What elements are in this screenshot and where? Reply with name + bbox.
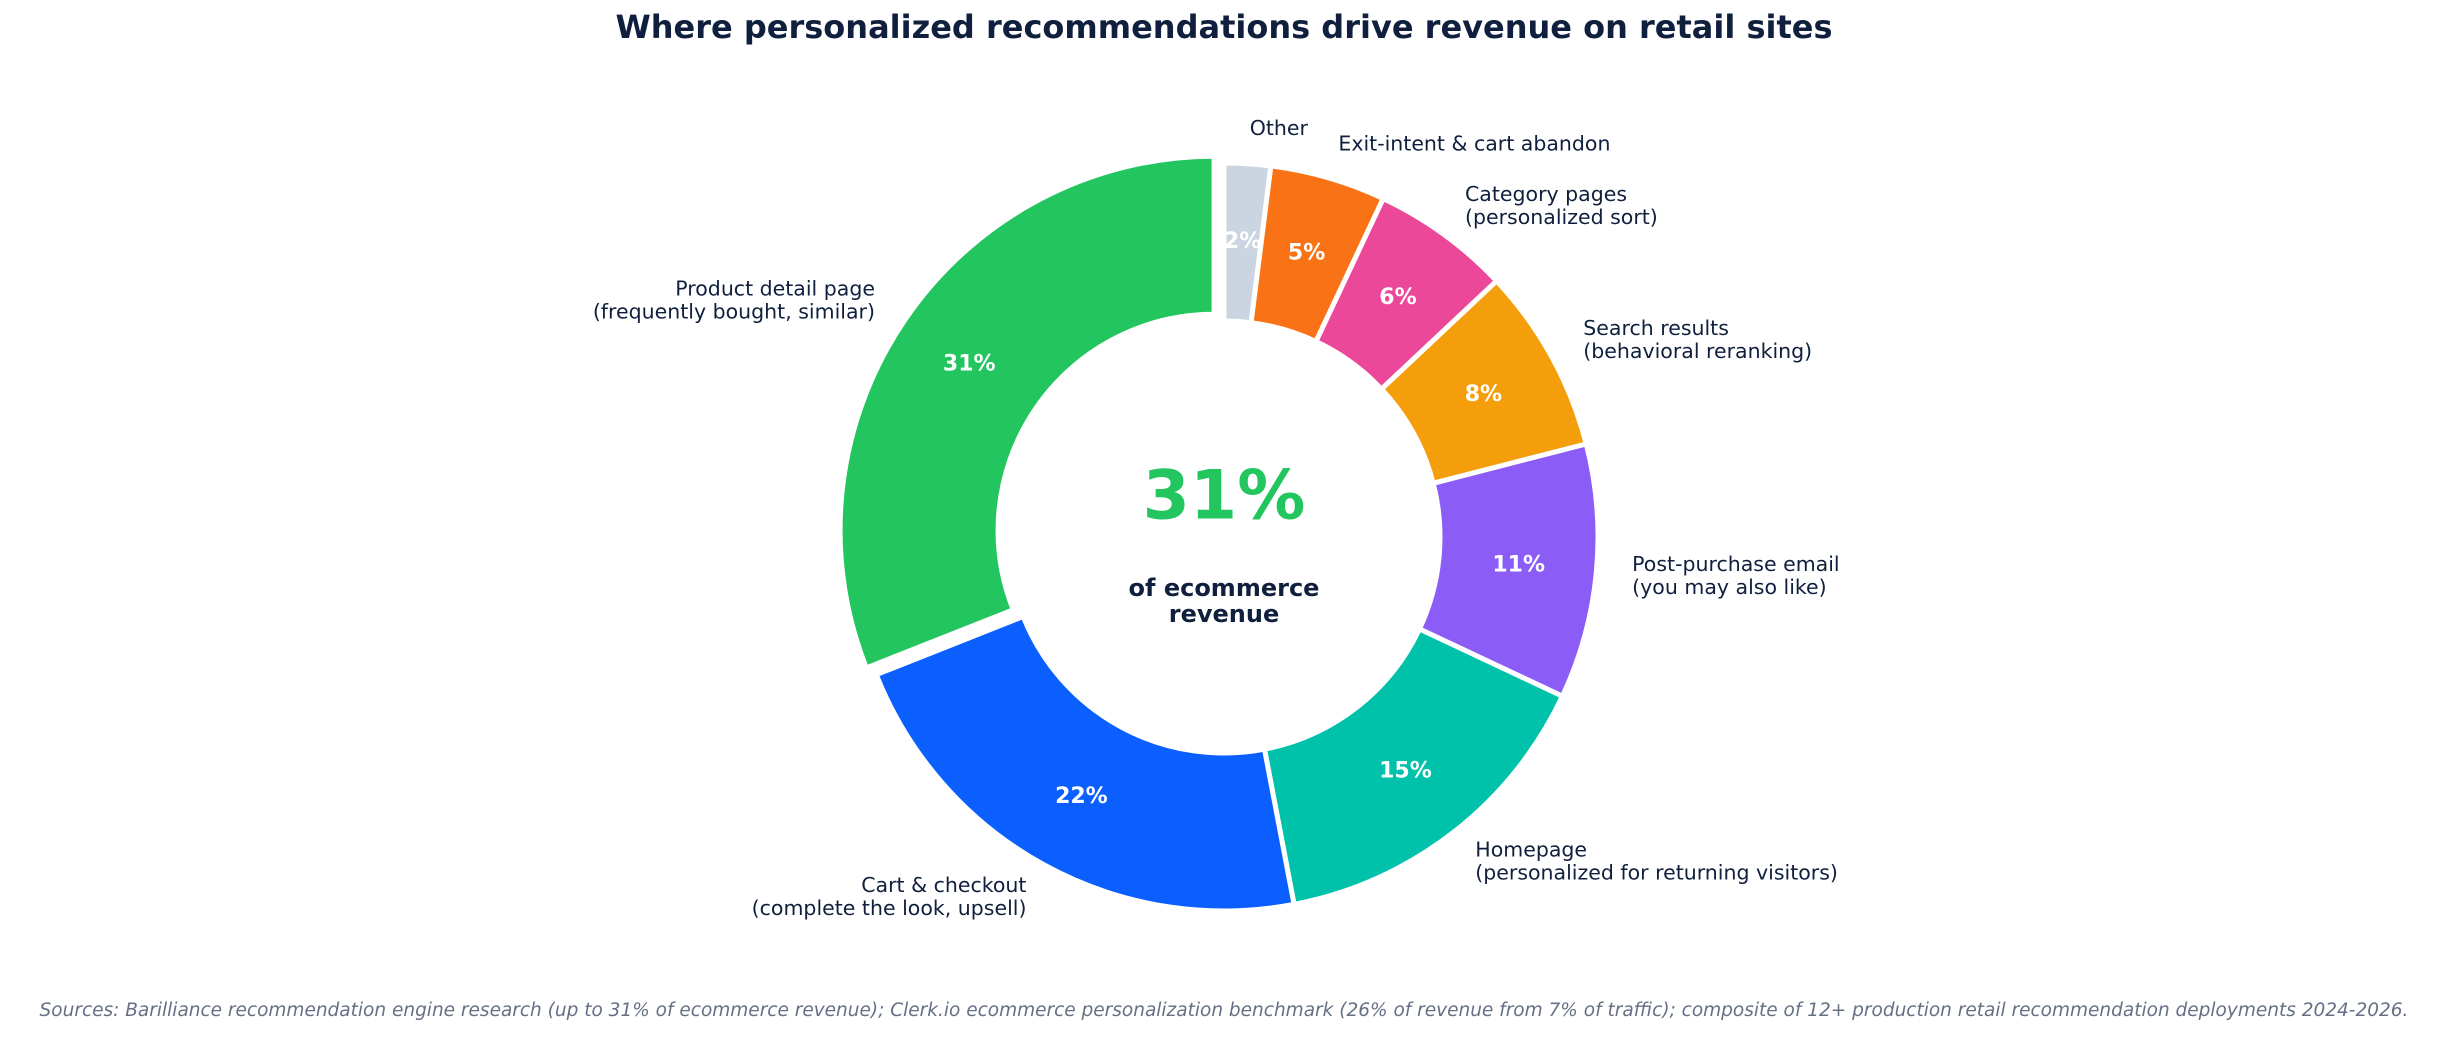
category-label-other: Other [1250, 116, 1309, 140]
slice-category-labels: Other Exit-intent & cart abandon Category … [593, 116, 1840, 920]
category-label-product-detail-page: Product detail page (frequently bought, s… [593, 276, 875, 323]
source-footnote: Sources: Barilliance recommendation engi… [39, 1000, 2409, 1021]
pct-label-search-results: 8% [1465, 382, 1502, 407]
slice-cart-checkout [873, 614, 1297, 914]
category-label-category-pages: Category pages (personalized sort) [1465, 182, 1658, 229]
pct-label-category-pages: 6% [1379, 285, 1416, 310]
category-label-homepage: Homepage (personalized for returning visi… [1475, 837, 1838, 884]
center-value: 31% [1143, 457, 1306, 536]
pct-label-post-purchase-email: 11% [1492, 552, 1545, 577]
category-label-post-purchase-email: Post-purchase email (you may also like) [1632, 552, 1839, 599]
category-label-search-results: Search results (behavioral reranking) [1583, 316, 1812, 363]
pct-label-cart-checkout: 22% [1055, 784, 1108, 809]
donut-center: 31% of ecommerce revenue [1129, 457, 1320, 629]
chart-title: Where personalized recommendations drive… [615, 8, 1833, 46]
pct-label-other: 2% [1224, 229, 1261, 254]
category-label-exit-intent-cart-abandon: Exit-intent & cart abandon [1338, 131, 1610, 155]
center-label: of ecommerce revenue [1129, 574, 1320, 628]
donut-slices [837, 153, 1601, 914]
slice-product-detail-page [837, 153, 1217, 671]
pct-label-product-detail-page: 31% [943, 351, 996, 376]
category-label-cart-checkout: Cart & checkout (complete the look, upsel… [752, 873, 1027, 920]
slice-percent-labels: 2% 5% 6% 8% 11% 15% 22% 31% [943, 229, 1545, 809]
pct-label-homepage: 15% [1379, 758, 1432, 783]
slice-homepage [1261, 626, 1565, 907]
pct-label-exit-intent-cart-abandon: 5% [1288, 240, 1325, 265]
